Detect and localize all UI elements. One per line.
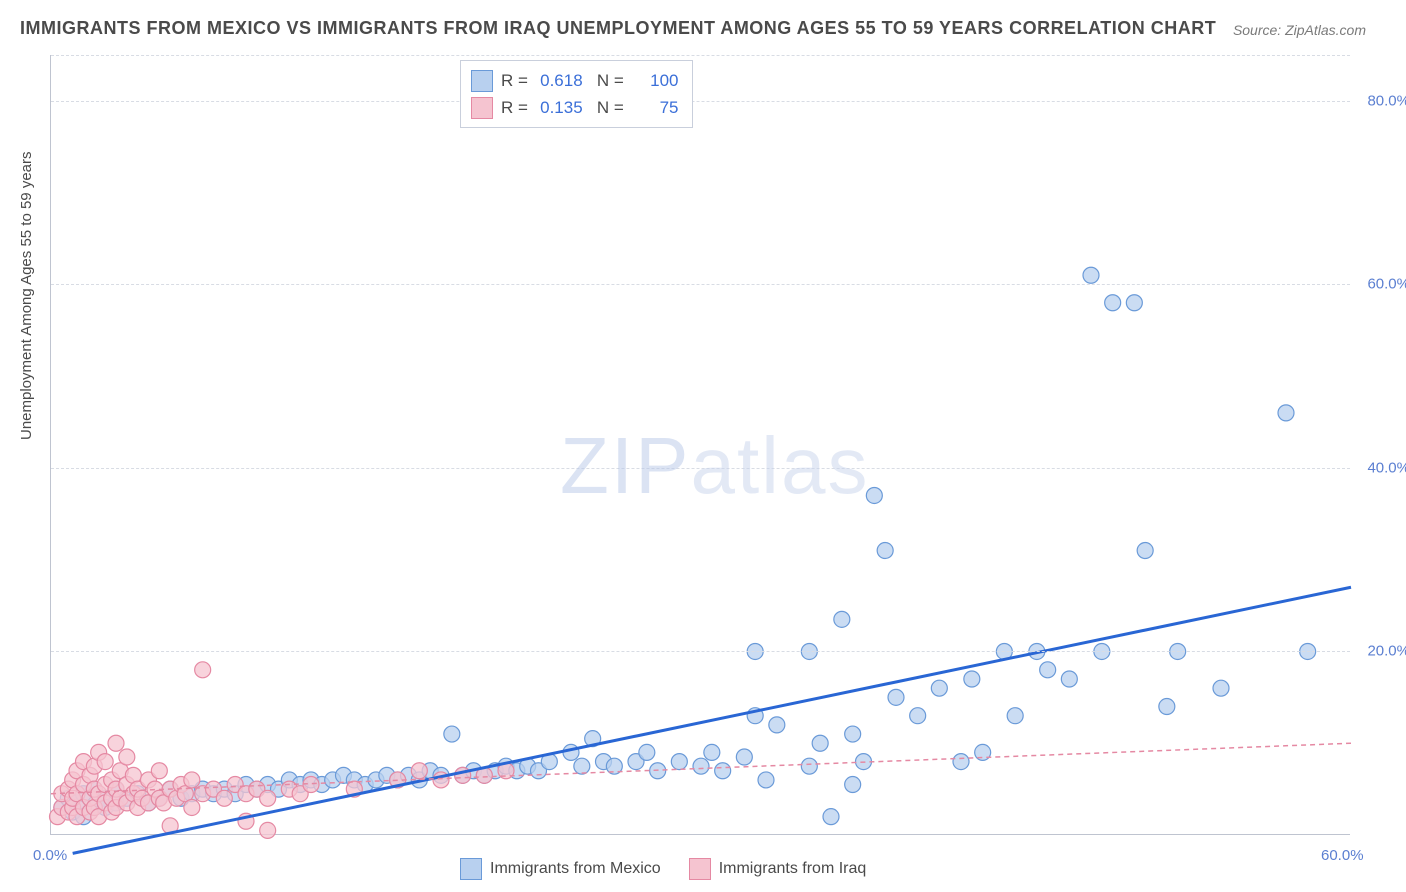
data-point xyxy=(715,763,731,779)
gridline xyxy=(51,55,1350,56)
x-tick-label: 0.0% xyxy=(33,847,67,864)
stats-box: R = 0.618 N = 100R = 0.135 N = 75 xyxy=(460,60,693,128)
data-point xyxy=(1105,295,1121,311)
gridline xyxy=(51,651,1350,652)
stats-text: R = 0.618 N = 100 xyxy=(501,67,678,94)
x-tick-label: 60.0% xyxy=(1321,847,1364,864)
data-point xyxy=(834,611,850,627)
data-point xyxy=(216,790,232,806)
stats-text: R = 0.135 N = 75 xyxy=(501,94,678,121)
data-point xyxy=(888,689,904,705)
source-label: Source: ZipAtlas.com xyxy=(1233,22,1366,38)
gridline xyxy=(51,468,1350,469)
data-point xyxy=(845,777,861,793)
data-point xyxy=(953,754,969,770)
stats-row: R = 0.135 N = 75 xyxy=(471,94,678,121)
legend-item: Immigrants from Iraq xyxy=(689,858,867,880)
data-point xyxy=(563,744,579,760)
data-point xyxy=(769,717,785,733)
data-point xyxy=(693,758,709,774)
data-point xyxy=(260,790,276,806)
legend-swatch xyxy=(689,858,711,880)
data-point xyxy=(758,772,774,788)
gridline xyxy=(51,101,1350,102)
data-point xyxy=(444,726,460,742)
y-tick-label: 60.0% xyxy=(1367,276,1406,293)
legend-swatch xyxy=(471,70,493,92)
y-tick-label: 40.0% xyxy=(1367,459,1406,476)
data-point xyxy=(184,772,200,788)
data-point xyxy=(1126,295,1142,311)
data-point xyxy=(931,680,947,696)
y-tick-label: 80.0% xyxy=(1367,92,1406,109)
data-point xyxy=(1159,699,1175,715)
data-point xyxy=(812,735,828,751)
data-point xyxy=(1040,662,1056,678)
data-point xyxy=(877,543,893,559)
data-point xyxy=(704,744,720,760)
data-point xyxy=(866,487,882,503)
data-point xyxy=(119,749,135,765)
legend-label: Immigrants from Mexico xyxy=(490,860,661,878)
legend-label: Immigrants from Iraq xyxy=(719,860,867,878)
data-point xyxy=(845,726,861,742)
data-point xyxy=(736,749,752,765)
data-point xyxy=(910,708,926,724)
data-point xyxy=(1213,680,1229,696)
gridline xyxy=(51,284,1350,285)
data-point xyxy=(801,758,817,774)
data-point xyxy=(823,809,839,825)
data-point xyxy=(574,758,590,774)
legend-swatch xyxy=(471,97,493,119)
data-point xyxy=(1278,405,1294,421)
data-point xyxy=(195,662,211,678)
data-point xyxy=(108,735,124,751)
chart-svg xyxy=(51,55,1350,834)
data-point xyxy=(1137,543,1153,559)
data-point xyxy=(1061,671,1077,687)
data-point xyxy=(97,754,113,770)
y-tick-label: 20.0% xyxy=(1367,643,1406,660)
data-point xyxy=(964,671,980,687)
data-point xyxy=(1007,708,1023,724)
data-point xyxy=(151,763,167,779)
trend-line xyxy=(73,587,1351,853)
data-point xyxy=(260,822,276,838)
data-point xyxy=(411,763,427,779)
data-point xyxy=(184,799,200,815)
chart-title: IMMIGRANTS FROM MEXICO VS IMMIGRANTS FRO… xyxy=(20,18,1216,39)
data-point xyxy=(1083,267,1099,283)
bottom-legend: Immigrants from Mexico Immigrants from Ir… xyxy=(460,858,866,880)
data-point xyxy=(639,744,655,760)
legend-swatch xyxy=(460,858,482,880)
data-point xyxy=(671,754,687,770)
stats-row: R = 0.618 N = 100 xyxy=(471,67,678,94)
legend-item: Immigrants from Mexico xyxy=(460,858,661,880)
y-axis-title: Unemployment Among Ages 55 to 59 years xyxy=(18,151,35,440)
plot-area: 20.0%40.0%60.0%80.0%0.0%60.0% xyxy=(50,55,1350,835)
